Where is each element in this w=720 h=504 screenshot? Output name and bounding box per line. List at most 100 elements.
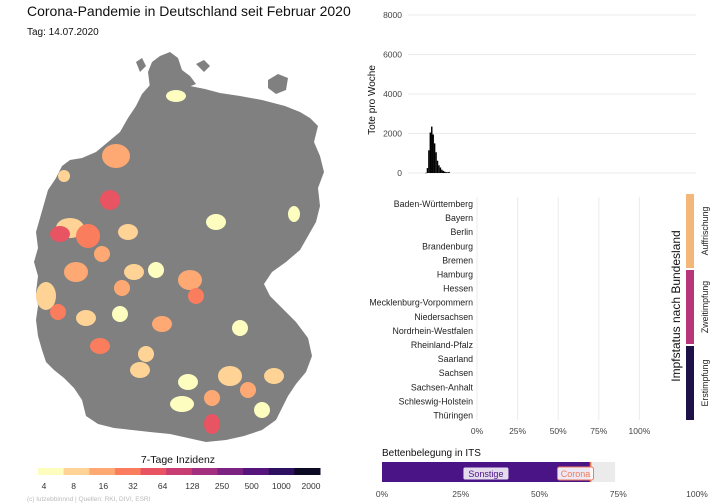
deaths-y-tick-label: 6000 [383, 50, 402, 60]
vaccination-state-label: Hamburg [437, 270, 473, 280]
vaccination-state-label: Berlin [451, 227, 474, 237]
vaccination-state-label: Niedersachsen [414, 312, 473, 322]
district-19 [288, 206, 300, 222]
district-16 [188, 288, 204, 304]
legend-tick-label: 500 [245, 481, 259, 491]
deaths-bar [439, 167, 442, 173]
district-20 [130, 362, 150, 378]
vaccination-state-label: Baden-Württemberg [394, 199, 473, 209]
island-ruegen [268, 74, 288, 94]
icu-beds-bars: Sonstige Corona [382, 462, 619, 482]
deaths-bar [438, 165, 440, 173]
deaths-bar [445, 172, 447, 173]
deaths-y-axis-label: Tote pro Woche [367, 65, 378, 135]
vaccination-grid [476, 197, 640, 420]
icu-beds-x-tick-label: 100% [686, 489, 708, 499]
district-33 [232, 320, 248, 336]
deaths-per-week-chart: 0 2000 4000 6000 8000 Tote pro Woche [367, 10, 696, 178]
map-legend-title: 7-Tage Inzidenz [141, 454, 215, 466]
legend-tick-label: 64 [158, 481, 168, 491]
deaths-bar [425, 172, 427, 174]
island-fehmarn [196, 60, 210, 72]
facet-label: Zweitimpfung [700, 281, 710, 333]
deaths-grid [408, 14, 696, 174]
vaccination-state-label: Brandenburg [422, 241, 473, 251]
icu-beds-x-ticks: 0% 25% 50% 75% 100% [376, 489, 708, 499]
facet-strip-3 [686, 346, 694, 420]
vaccination-state-label: Schleswig-Holstein [399, 396, 473, 406]
deaths-bar [446, 172, 449, 173]
vaccination-x-tick-label: 0% [471, 426, 484, 436]
facet-label: Erstimpfung [700, 359, 710, 406]
vaccination-state-label: Nordrhein-Westfalen [392, 326, 473, 336]
legend-swatch-5 [140, 468, 167, 475]
vaccination-state-label: Saarland [438, 354, 473, 364]
island-north-frisian [136, 58, 146, 72]
vaccination-state-label: Mecklenburg-Vorpommern [369, 298, 473, 308]
district-13 [124, 264, 144, 280]
legend-tick-label: 2000 [302, 481, 321, 491]
district-1 [102, 144, 130, 168]
deaths-y-tick-label: 4000 [383, 89, 402, 99]
legend-swatch-10 [268, 468, 295, 475]
district-5 [50, 226, 70, 242]
vaccination-state-label: Sachsen-Anhalt [411, 382, 474, 392]
legend-swatch-3 [89, 468, 116, 475]
district-8 [64, 262, 88, 282]
deaths-bar [441, 169, 443, 173]
source-credit: (c) lutzebbinnnd | Quellen: RKI, DIVI, E… [27, 496, 151, 503]
district-30 [254, 402, 270, 418]
legend-tick-label: 128 [185, 481, 199, 491]
district-15 [178, 270, 202, 290]
vaccination-x-tick-label: 100% [629, 426, 651, 436]
legend-swatch-6 [166, 468, 193, 475]
deaths-bar [432, 134, 434, 173]
district-11 [76, 310, 96, 326]
legend-swatch-1 [38, 468, 65, 475]
vaccination-state-labels: Baden-Württemberg Bayern Berlin Brandenburg… [369, 199, 473, 421]
legend-swatch-2 [63, 468, 90, 475]
district-29 [204, 390, 220, 406]
district-25 [170, 396, 194, 412]
legend-swatch-7 [191, 468, 218, 475]
deaths-y-ticks: 0 2000 4000 6000 8000 [383, 10, 402, 178]
deaths-bar [426, 168, 429, 173]
germany-outline [34, 80, 324, 442]
germany-choropleth-map [34, 52, 324, 442]
district-28 [112, 306, 128, 322]
vaccination-state-label: Rheinland-Pfalz [411, 340, 473, 350]
legend-swatch-8 [217, 468, 244, 475]
deaths-bar [429, 132, 432, 173]
icu-label-box [462, 466, 510, 481]
district-31 [166, 90, 186, 102]
legend-tick-label: 250 [215, 481, 229, 491]
deaths-bar [442, 170, 444, 173]
vaccination-facet-strips: Auffrischung Zweitimpfung Erstimpfung [686, 194, 710, 420]
deaths-bar [444, 171, 446, 173]
vaccination-state-label: Thüringen [433, 411, 473, 421]
vaccination-x-ticks: 0% 25% 50% 75% 100% [471, 426, 651, 436]
vaccination-x-tick-label: 75% [590, 426, 607, 436]
icu-beds-x-tick-label: 75% [610, 489, 627, 499]
icu-label-box [556, 466, 594, 481]
icu-label-corona: Corona [561, 469, 591, 479]
page-title: Corona-Pandemie in Deutschland seit Febr… [27, 3, 351, 19]
vaccination-state-label: Bremen [442, 255, 473, 265]
vaccination-axis-label: Impfstatus nach Bundesland [669, 230, 683, 381]
district-24 [264, 368, 284, 384]
deaths-bar [433, 143, 436, 173]
district-26 [204, 414, 220, 434]
icu-beds-x-tick-label: 25% [452, 489, 469, 499]
district-14 [148, 262, 164, 278]
vaccination-state-label: Sachsen [439, 368, 473, 378]
district-2 [100, 190, 120, 210]
legend-swatch-11 [294, 468, 321, 475]
vaccination-x-tick-label: 25% [509, 426, 526, 436]
district-22 [218, 366, 242, 386]
district-6 [118, 224, 138, 240]
legend-swatch-4 [114, 468, 142, 475]
legend-tick-label: 4 [42, 481, 47, 491]
district-21 [178, 374, 198, 390]
map-legend-ticks: 4 8 16 32 64 128 250 500 1000 2000 [42, 475, 321, 491]
deaths-bar [436, 160, 439, 173]
